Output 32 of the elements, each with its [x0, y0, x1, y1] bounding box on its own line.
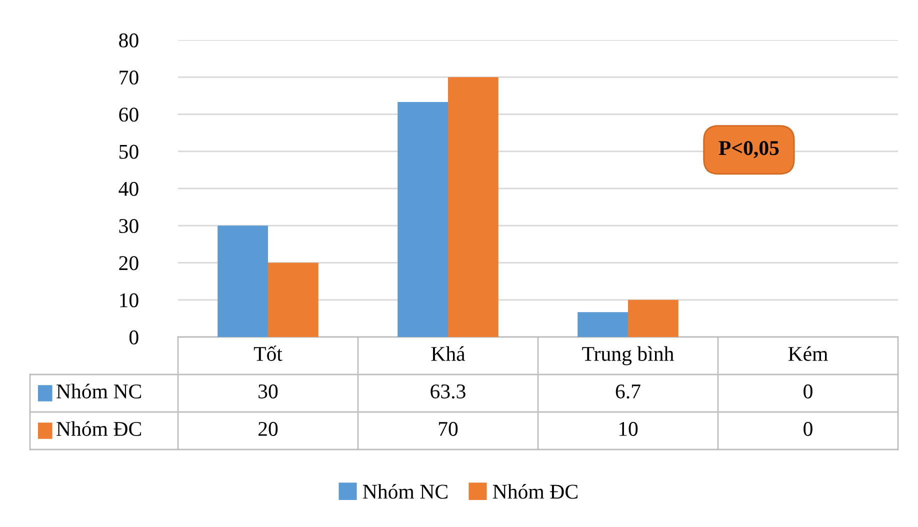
annotation: P<0,05: [718, 141, 779, 158]
y-tick-label: 0: [129, 330, 138, 344]
y-tick-label: 70: [120, 70, 138, 85]
data-label: 20: [258, 422, 278, 436]
x-tick-label: Trung bình: [582, 346, 674, 366]
x-tick-label: Khá: [431, 346, 466, 361]
data-label: 63.3: [430, 384, 466, 399]
legend-label: Nhóm NC: [56, 384, 142, 398]
y-tick-label: 40: [118, 182, 138, 196]
data-label: 70: [438, 422, 458, 436]
data-label: 10: [619, 422, 638, 436]
data-label: 0: [804, 384, 812, 398]
text: Nhóm NC: [362, 484, 448, 499]
bar: [448, 77, 498, 337]
x-tick-label: Tốt: [254, 346, 282, 361]
data-label: 30: [258, 384, 278, 398]
y-tick-label: 50: [119, 144, 138, 159]
bar: [628, 300, 678, 337]
y-tick-label: 20: [119, 256, 138, 270]
text: Nhóm ĐC: [56, 421, 142, 436]
bar: [218, 226, 268, 337]
bar: [268, 262, 318, 337]
data-label: 0: [804, 422, 812, 436]
y-tick-label: 60: [119, 108, 138, 122]
bar: [578, 312, 628, 337]
x-tick-label: Kém: [788, 346, 828, 361]
y-tick-label: 80: [119, 33, 138, 48]
y-tick-label: 30: [119, 219, 138, 234]
y-tick-label: 10: [120, 293, 138, 308]
data-label: 6.7: [616, 384, 640, 399]
legend-label: Nhóm ĐC: [492, 484, 578, 499]
bar: [398, 102, 448, 337]
